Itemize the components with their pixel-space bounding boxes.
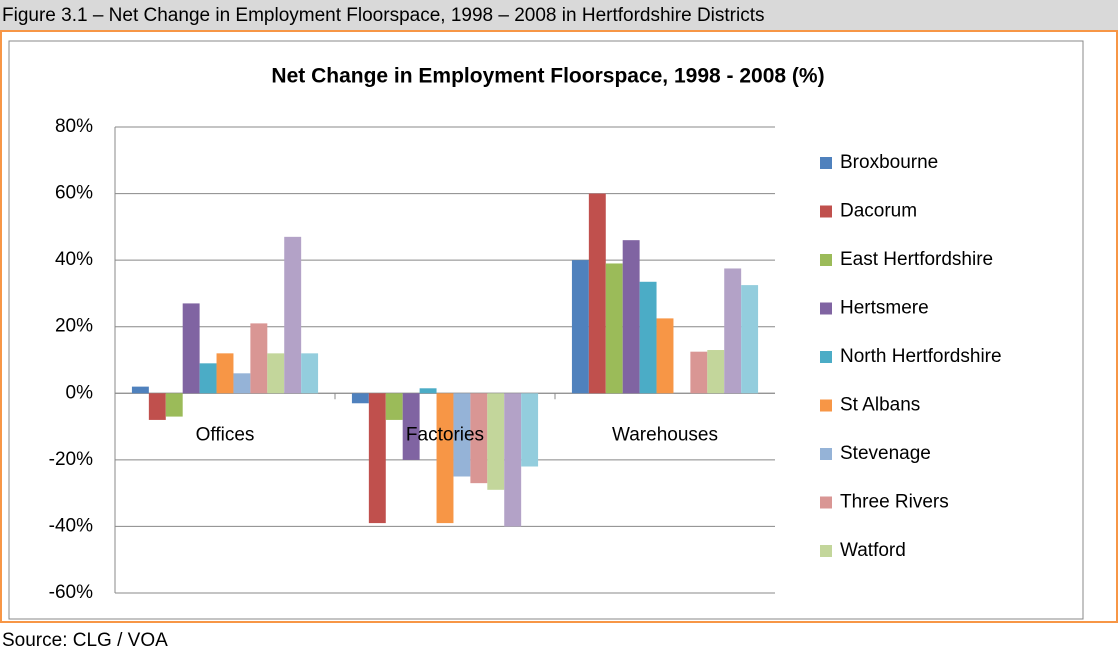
frame (0, 32, 1118, 621)
legend-swatch (820, 496, 832, 509)
bar (301, 353, 319, 394)
legend-label: Stevenage (840, 443, 931, 464)
bar (216, 353, 234, 394)
bar (368, 393, 386, 524)
legend-swatch (820, 157, 832, 169)
y-tick-label: 60% (55, 183, 93, 204)
bar (419, 388, 437, 394)
bar (724, 268, 742, 394)
bar (690, 351, 708, 394)
chart-border (8, 40, 1084, 620)
bar (453, 393, 471, 477)
bar (284, 236, 302, 394)
y-tick-label: 80% (55, 116, 93, 137)
bar (639, 281, 657, 394)
bar (351, 393, 369, 404)
bar (741, 285, 759, 394)
y-tick-label: 20% (55, 316, 93, 337)
legend-label: Broxbourne (840, 152, 938, 173)
legend-label: Watford (840, 540, 906, 561)
bar (656, 318, 674, 394)
legend-label: Three Rivers (840, 492, 949, 513)
x-tick-label: Warehouses (612, 424, 718, 445)
bar (707, 350, 725, 394)
bar (470, 393, 488, 484)
y-tick-label: 0% (66, 382, 94, 403)
x-tick-label: Offices (196, 424, 255, 445)
bar (165, 393, 183, 417)
bar (571, 260, 589, 394)
source: Source: CLG / VOA (0, 621, 1118, 657)
bar (233, 373, 251, 394)
legend-swatch (820, 545, 832, 557)
bar (487, 393, 505, 490)
bar (385, 393, 403, 420)
legend-swatch (820, 205, 832, 218)
bar (622, 240, 640, 394)
legend-swatch (820, 302, 832, 315)
y-tick-label: -40% (49, 515, 93, 536)
chart-title: Net Change in Employment Floorspace, 199… (271, 65, 824, 88)
bar (131, 386, 149, 394)
bar (588, 193, 606, 394)
legend-label: St Albans (840, 395, 920, 416)
bar (436, 393, 454, 524)
legend-label: Dacorum (840, 201, 917, 222)
legend-label: Hertsmere (840, 298, 929, 319)
figure-title: Figure 3.1 – Net Change in Employment Fl… (0, 0, 1118, 32)
bar (267, 353, 285, 394)
x-tick-label: Factories (406, 424, 484, 445)
y-tick-label: -20% (49, 449, 93, 470)
bar (182, 303, 200, 394)
legend-swatch (820, 254, 832, 266)
legend-swatch (820, 448, 832, 460)
bar (199, 363, 217, 394)
bar (521, 393, 539, 467)
bar (402, 393, 420, 460)
bar (250, 323, 268, 394)
y-tick-label: 40% (55, 249, 93, 270)
bar (504, 393, 522, 527)
legend-swatch (820, 399, 832, 412)
legend-label: North Hertfordshire (840, 346, 1002, 367)
legend-label: East Hertfordshire (840, 249, 993, 270)
y-tick-label: -60% (49, 582, 93, 603)
bar (148, 393, 166, 420)
bar (605, 263, 623, 394)
legend-swatch (820, 351, 832, 363)
